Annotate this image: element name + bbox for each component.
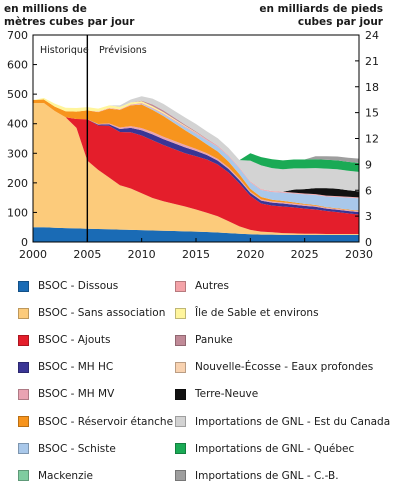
area-bsoc-schiste: [33, 99, 359, 211]
y-left-tick-label: 200: [7, 177, 28, 190]
forecast-period-label: Prévisions: [99, 45, 147, 56]
area-bsoc-ajouts: [33, 103, 359, 235]
y-right-tick-label: 9: [365, 158, 372, 171]
right-axis-unit-label-line2: cubes par jour: [298, 16, 384, 28]
x-tick-label: 2015: [182, 248, 210, 261]
y-right-tick-label: 12: [365, 133, 379, 146]
y-left-tick-label: 500: [7, 88, 28, 101]
x-tick-label: 2030: [345, 248, 373, 261]
area-series-group: [33, 96, 359, 242]
left-axis-unit-label-line1: en millions de: [4, 3, 87, 15]
y-left-tick-label: 400: [7, 118, 28, 131]
x-tick-label: 2000: [19, 248, 47, 261]
y-right-tick-label: 3: [365, 210, 372, 223]
y-left-tick-label: 0: [21, 236, 28, 249]
left-axis-unit-label-line2: mètres cubes par jour: [4, 16, 135, 28]
y-left-tick-label: 100: [7, 206, 28, 219]
y-left-tick-label: 300: [7, 147, 28, 160]
area-importations-de-gnl-est-du-canada: [33, 96, 359, 192]
x-tick-label: 2025: [291, 248, 319, 261]
area-bsoc-sans-association: [33, 103, 359, 235]
y-left-tick-label: 700: [7, 29, 28, 42]
area-ile-de-sable-et-environs: [33, 97, 359, 198]
right-axis-unit-label-line1: en milliards de pieds: [259, 3, 383, 15]
area-importations-de-gnl-quebec: [33, 96, 359, 172]
y-right-tick-label: 15: [365, 107, 379, 120]
area-importations-de-gnl-c-b: [33, 96, 359, 164]
x-tick-label: 2010: [128, 248, 156, 261]
axes-group: 2000 2005 2010 2015 2020 2025 2030010020030040…: [7, 29, 379, 261]
y-right-tick-label: 18: [365, 81, 379, 94]
y-right-tick-label: 6: [365, 184, 372, 197]
area-bsoc-dissous: [33, 227, 359, 242]
historic-period-label: Historique: [40, 45, 89, 56]
y-left-tick-label: 600: [7, 59, 28, 72]
y-right-tick-label: 21: [365, 55, 379, 68]
y-right-tick-label: 24: [365, 29, 379, 42]
x-tick-label: 2005: [73, 248, 101, 261]
y-right-tick-label: 0: [365, 236, 372, 249]
x-tick-label: 2020: [236, 248, 264, 261]
